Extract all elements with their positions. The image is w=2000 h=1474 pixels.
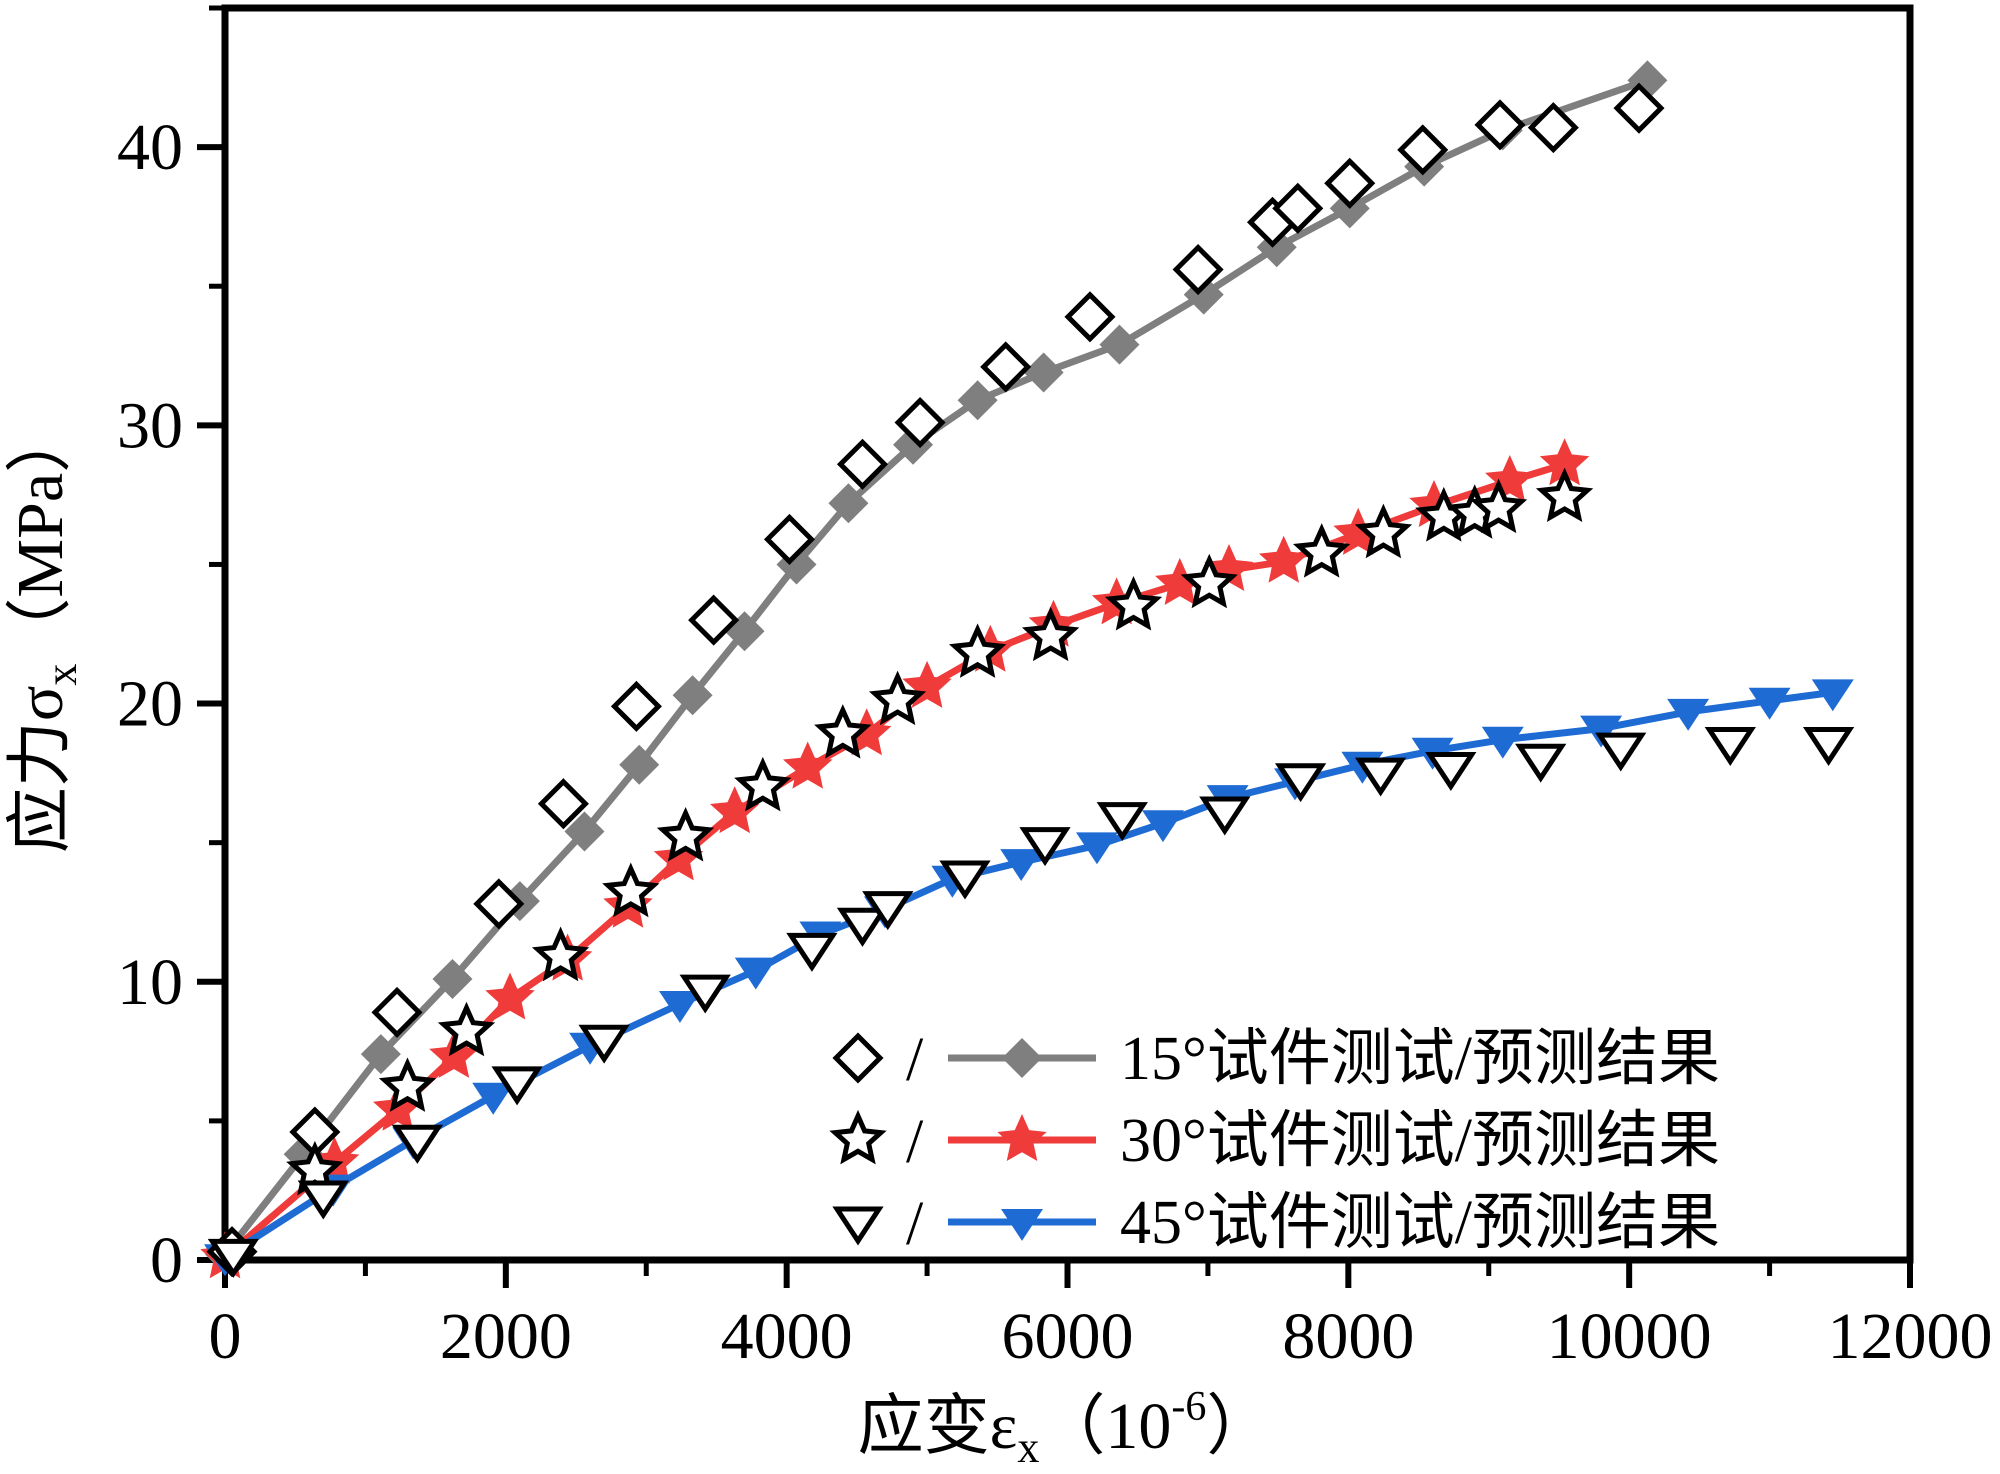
legend-separator: / bbox=[906, 1190, 924, 1258]
x-tick-label: 10000 bbox=[1547, 1300, 1712, 1373]
series-test-15deg bbox=[206, 82, 1665, 1278]
series-prediction-15deg bbox=[205, 60, 1668, 1275]
legend-label: 30°试件测试/预测结果 bbox=[1120, 1107, 1720, 1175]
legend-separator: / bbox=[906, 1108, 924, 1176]
legend-label: 15°试件测试/预测结果 bbox=[1120, 1025, 1720, 1093]
y-axis-title: 应力σx（MPa） bbox=[4, 407, 86, 853]
legend: / 15°试件测试/预测结果 / 30°试件测试/预测结果 / 45°试件测试/预测结果 bbox=[829, 1025, 1720, 1258]
y-tick-label: 20 bbox=[117, 668, 183, 741]
x-tick-label: 6000 bbox=[1002, 1300, 1134, 1373]
x-tick-label: 8000 bbox=[1282, 1300, 1414, 1373]
x-tick-label: 2000 bbox=[440, 1300, 572, 1373]
legend-entry-2: / 45°试件测试/预测结果 bbox=[832, 1189, 1720, 1258]
y-tick-label: 0 bbox=[150, 1224, 183, 1297]
series-prediction-45deg bbox=[204, 679, 1854, 1277]
x-axis: 0 2000 4000 6000 8000 10000 12000 bbox=[209, 1260, 1993, 1373]
y-axis: 0 10 20 30 40 bbox=[117, 5, 225, 1297]
legend-entry-1: / 30°试件测试/预测结果 bbox=[829, 1107, 1720, 1176]
y-tick-label: 40 bbox=[117, 111, 183, 184]
x-axis-title: 应变εx（10-6） bbox=[858, 1384, 1273, 1472]
x-tick-label: 0 bbox=[209, 1300, 242, 1373]
x-tick-label: 12000 bbox=[1828, 1300, 1993, 1373]
y-tick-label: 10 bbox=[117, 946, 183, 1019]
x-tick-label: 4000 bbox=[721, 1300, 853, 1373]
legend-label: 45°试件测试/预测结果 bbox=[1120, 1189, 1720, 1257]
y-tick-label: 30 bbox=[117, 389, 183, 462]
legend-entry-0: / 15°试件测试/预测结果 bbox=[832, 1025, 1720, 1094]
legend-separator: / bbox=[906, 1026, 924, 1094]
series-test-45deg bbox=[207, 727, 1855, 1278]
